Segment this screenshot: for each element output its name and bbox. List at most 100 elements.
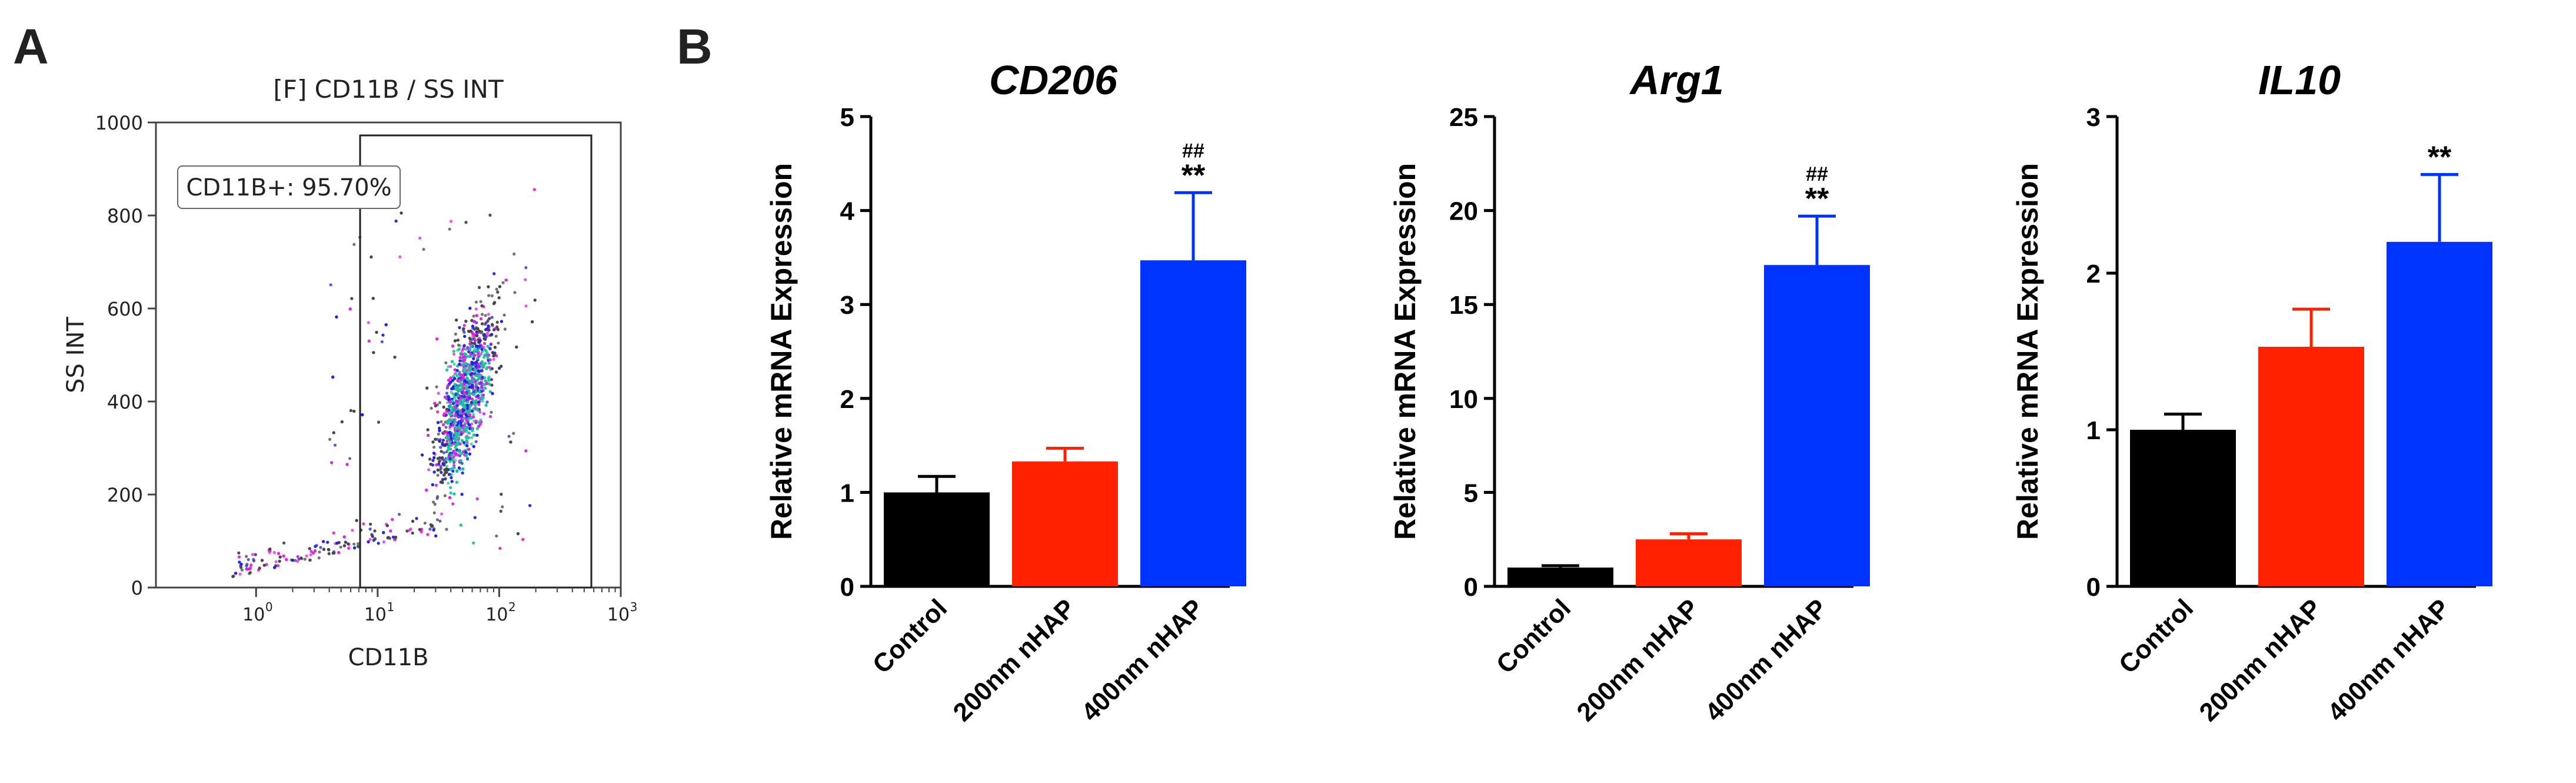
flow-point	[436, 468, 440, 472]
flow-point	[418, 236, 422, 240]
flow-point	[432, 456, 436, 460]
flow-point	[476, 327, 480, 331]
flow-point	[494, 370, 498, 374]
flow-point	[498, 285, 502, 288]
flow-point	[515, 345, 518, 349]
flow-point	[350, 297, 354, 300]
flow-point	[501, 281, 505, 284]
flow-point	[474, 307, 478, 311]
flow-point	[438, 456, 442, 460]
flow-point	[480, 369, 484, 373]
y-tick-label: 2	[2086, 260, 2101, 288]
flow-point	[331, 375, 335, 379]
flow-point	[474, 390, 478, 394]
flow-point	[444, 460, 448, 464]
flow-point	[481, 322, 484, 326]
flow-point	[462, 330, 466, 334]
flow-point	[469, 345, 472, 349]
flow-point	[481, 399, 484, 403]
flow-point	[496, 328, 500, 331]
flow-point	[468, 413, 472, 417]
flow-point	[452, 350, 455, 353]
flow-point	[389, 529, 392, 533]
flow-point	[450, 476, 453, 480]
flow-point	[385, 524, 389, 527]
flow-point	[459, 523, 462, 527]
flow-point	[482, 412, 486, 416]
flow-point	[454, 446, 457, 449]
bar	[2130, 430, 2236, 586]
flow-point	[447, 395, 450, 399]
flow-point	[391, 535, 395, 539]
flow-point	[455, 469, 459, 473]
flow-point	[504, 278, 508, 282]
flow-point	[433, 402, 437, 405]
flow-point	[457, 449, 461, 452]
flow-point	[442, 451, 446, 454]
flow-point	[459, 459, 463, 463]
y-tick-label: 10	[1449, 385, 1478, 414]
flow-point	[273, 566, 277, 569]
flow-point	[426, 533, 430, 536]
flow-point	[474, 440, 478, 443]
flow-point	[463, 366, 467, 370]
flow-point	[434, 404, 437, 408]
flow-point	[462, 362, 466, 366]
flow-point	[240, 568, 244, 572]
flow-point	[446, 419, 450, 423]
flow-point	[435, 385, 438, 389]
flow-point	[457, 432, 461, 436]
flow-point	[456, 394, 460, 398]
flow-point	[351, 529, 354, 532]
y-tick-label: 2	[840, 385, 854, 414]
flow-point	[464, 221, 468, 224]
flow-point	[268, 548, 272, 551]
flow-point	[474, 399, 478, 403]
flow-point	[405, 529, 409, 533]
flow-point	[468, 452, 472, 456]
panel-label-a: A	[13, 19, 49, 74]
flow-point	[411, 519, 415, 523]
flow-point	[428, 457, 432, 461]
flow-point	[460, 452, 464, 455]
flow-point	[330, 461, 334, 465]
flow-point	[427, 468, 431, 472]
category-label: Control	[2114, 593, 2199, 679]
flow-point	[447, 445, 450, 449]
flow-point	[454, 371, 458, 375]
flow-point	[460, 353, 464, 356]
bar	[1636, 539, 1742, 586]
flow-point	[487, 313, 491, 316]
flow-point	[486, 331, 490, 335]
flow-point	[278, 559, 281, 563]
flow-point	[532, 188, 536, 191]
flow-point	[481, 350, 484, 353]
flow-point	[492, 328, 496, 331]
flow-point	[347, 542, 350, 546]
bar	[1507, 568, 1613, 586]
flow-point	[474, 384, 478, 388]
flow-cytometry-plot: [F] CD11B / SS INT CD11B+: 95.70% 0 200 40…	[62, 75, 637, 671]
flow-point	[487, 361, 491, 365]
category-label: Control	[1491, 593, 1576, 679]
flow-point	[441, 456, 444, 460]
bar-chart-il10: IL10 Relative mRNA Expression 0 1 2 3 Control2…	[2011, 57, 2492, 727]
flow-point	[448, 227, 451, 231]
flow-point	[327, 552, 331, 556]
flow-point	[475, 407, 480, 411]
flow-point	[446, 433, 450, 436]
flow-point	[276, 564, 280, 568]
flow-x-tick-label: 10	[242, 605, 265, 625]
flow-point	[314, 545, 317, 548]
flow-point	[443, 494, 447, 497]
flow-point	[370, 533, 374, 536]
flow-point	[464, 320, 468, 323]
flow-point	[482, 334, 486, 337]
flow-point	[434, 437, 437, 441]
category-label: 400nm nHAP	[1076, 593, 1209, 727]
flow-point	[462, 386, 466, 390]
flow-point	[440, 420, 443, 424]
flow-point	[448, 443, 452, 446]
flow-point	[426, 428, 430, 432]
